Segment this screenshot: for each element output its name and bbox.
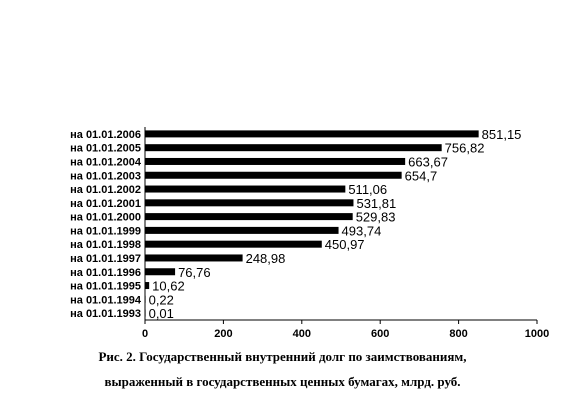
value-label: 756,82 bbox=[445, 141, 485, 156]
category-label: на 01.01.1993 bbox=[70, 308, 141, 320]
category-label: на 01.01.2005 bbox=[70, 143, 141, 155]
value-label: 450,97 bbox=[325, 237, 365, 252]
bar bbox=[145, 254, 243, 262]
category-label: на 01.01.2000 bbox=[70, 212, 141, 224]
category-label: на 01.01.1997 bbox=[70, 253, 141, 265]
x-tick-label: 200 bbox=[214, 328, 232, 340]
bar bbox=[145, 268, 176, 276]
bar bbox=[145, 171, 402, 179]
category-label: на 01.01.2004 bbox=[70, 156, 142, 168]
value-label: 851,15 bbox=[482, 127, 522, 142]
x-tick-label: 1000 bbox=[525, 328, 549, 340]
bar bbox=[145, 226, 339, 234]
bars bbox=[145, 130, 479, 317]
x-tick-label: 800 bbox=[449, 328, 467, 340]
figure-caption-line-1: Рис. 2. Государственный внутренний долг … bbox=[98, 349, 467, 364]
value-label: 511,06 bbox=[348, 182, 387, 197]
bar bbox=[145, 282, 150, 290]
category-label: на 01.01.1994 bbox=[70, 294, 142, 306]
bar bbox=[145, 157, 406, 165]
value-label: 0,01 bbox=[149, 306, 174, 321]
bar bbox=[145, 185, 346, 193]
value-label: 529,83 bbox=[356, 210, 396, 225]
bar bbox=[145, 144, 442, 152]
category-label: на 01.01.1996 bbox=[70, 267, 141, 279]
category-label: на 01.01.2001 bbox=[70, 198, 141, 210]
value-label: 10,62 bbox=[152, 279, 185, 294]
x-tick-label: 400 bbox=[293, 328, 311, 340]
value-label: 248,98 bbox=[246, 251, 286, 266]
x-tick-label: 600 bbox=[371, 328, 389, 340]
category-label: на 01.01.1998 bbox=[70, 239, 141, 251]
x-tick-label: 0 bbox=[142, 328, 148, 340]
category-label: на 01.01.1999 bbox=[70, 225, 141, 237]
x-axis-ticks: 0 200 400 600 800 1000 bbox=[142, 320, 549, 340]
value-label: 493,74 bbox=[342, 223, 382, 238]
category-label: на 01.01.2002 bbox=[70, 184, 141, 196]
value-label: 663,67 bbox=[408, 154, 448, 169]
bar bbox=[145, 199, 354, 207]
bar bbox=[145, 130, 479, 138]
category-label: на 01.01.2003 bbox=[70, 170, 141, 182]
value-label: 531,81 bbox=[356, 196, 396, 211]
value-label: 76,76 bbox=[178, 265, 211, 280]
category-label: на 01.01.1995 bbox=[70, 281, 141, 293]
value-label: 654,7 bbox=[405, 168, 438, 183]
bar bbox=[145, 213, 353, 221]
category-label: на 01.01.2006 bbox=[70, 129, 141, 141]
bar bbox=[145, 240, 322, 248]
value-label: 0,22 bbox=[149, 292, 174, 307]
figure-caption-line-2: выраженный в государственных ценных бума… bbox=[104, 374, 461, 389]
